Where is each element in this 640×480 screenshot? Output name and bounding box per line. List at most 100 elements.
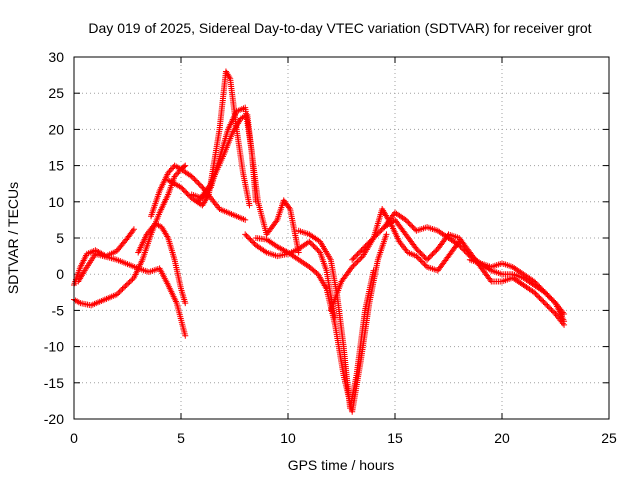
series-sat-b [71,162,189,309]
data-point [548,296,555,303]
data-point [432,248,439,255]
data-point [358,254,365,261]
data-point [353,252,360,259]
data-point [309,241,316,248]
data-point [370,267,377,274]
data-point [306,238,313,245]
series-sat-o [466,256,568,318]
data-point [377,228,384,235]
data-point [248,238,255,245]
data-point [190,174,197,181]
data-point [545,304,552,311]
data-point [378,226,385,233]
y-tick-label: -5 [52,302,65,318]
data-point [417,249,424,256]
data-point [374,230,381,237]
data-point [536,294,543,301]
data-point [426,254,433,261]
data-point [357,248,364,255]
data-point [418,251,425,258]
data-point [361,244,368,251]
data-point [175,169,182,176]
data-point [273,218,280,225]
data-point [408,222,415,229]
data-point [487,276,494,283]
data-point [421,261,428,268]
data-point [363,241,370,248]
data-point [406,220,413,227]
data-point [169,165,176,172]
data-point [405,219,412,226]
data-point [198,182,205,189]
data-point [196,181,203,188]
data-point [130,226,137,233]
data-point [311,244,318,251]
data-point [541,289,548,296]
data-point [416,248,423,255]
data-point [373,232,380,239]
data-point [532,290,539,297]
data-point [122,283,129,290]
data-point [420,252,427,259]
data-point [129,276,136,283]
data-point [244,234,251,241]
data-point [182,332,189,339]
data-point [428,252,435,259]
data-point [543,290,550,297]
data-point [425,255,432,262]
y-tick-label: -10 [44,339,64,355]
data-point [541,300,548,307]
data-point [118,287,125,294]
chart-title: Day 019 of 2025, Sidereal Day-to-day VTE… [88,20,591,36]
data-point [116,288,123,295]
data-point [350,255,357,262]
data-point [545,293,552,300]
data-point [182,188,189,195]
data-point [409,223,416,230]
y-tick-label: 30 [48,49,64,65]
x-tick-label: 15 [387,430,403,446]
data-point [315,248,322,255]
data-point [413,253,420,260]
data-point [551,298,558,305]
data-point [314,246,321,253]
data-point [128,277,135,284]
data-point [531,289,538,296]
data-point [180,187,187,194]
data-point [544,302,551,309]
data-point [416,255,423,262]
x-tick-label: 25 [601,430,617,446]
data-point [561,311,568,318]
data-point [367,237,374,244]
data-point [539,297,546,304]
data-point [535,293,542,300]
data-point [532,279,539,286]
y-axis: -20 -15 -10 -5 0 5 10 15 20 25 30 [44,49,609,427]
data-point [383,231,390,238]
y-tick-label: -15 [44,375,64,391]
data-point [242,216,249,223]
data-point [129,227,136,234]
data-point [125,280,132,287]
data-series [71,68,568,415]
data-point [243,232,250,239]
data-point [422,262,429,269]
data-point [540,287,547,294]
x-axis: 0 5 10 15 20 25 [70,57,617,446]
series-sat-i [242,231,339,321]
data-point [551,309,558,316]
data-point [414,254,421,261]
data-point [165,169,172,176]
data-point [547,305,554,312]
data-point [365,240,372,247]
data-point [194,178,201,185]
x-axis-label: GPS time / hours [288,457,395,473]
data-point [457,243,464,250]
y-tick-label: 0 [56,266,64,282]
series-sat-n [381,216,568,328]
data-point [182,300,189,307]
data-point [286,204,293,211]
y-tick-label: 10 [48,194,64,210]
data-point [543,301,550,308]
